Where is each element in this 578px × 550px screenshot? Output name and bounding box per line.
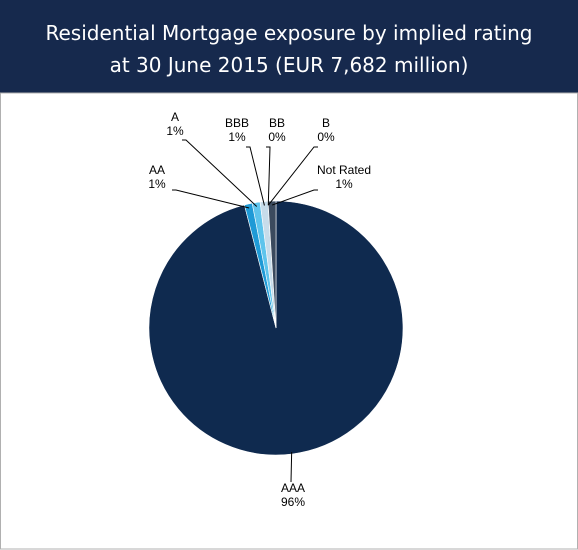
header-band bbox=[0, 0, 578, 93]
leader-line bbox=[267, 146, 318, 206]
leader-line bbox=[182, 139, 258, 207]
chart-title: Residential Mortgage exposure by implied… bbox=[46, 21, 533, 45]
slice-value-label: 1% bbox=[148, 177, 166, 191]
slice-value-label: 0% bbox=[317, 130, 335, 144]
leader-line bbox=[172, 189, 250, 209]
slice-value-label: 1% bbox=[335, 177, 353, 191]
slice-label: AA bbox=[149, 163, 165, 177]
slice-value-label: 1% bbox=[228, 130, 246, 144]
leader-line bbox=[290, 452, 293, 483]
chart-title: at 30 June 2015 (EUR 7,682 million) bbox=[110, 53, 469, 77]
slice-label: B bbox=[322, 116, 330, 130]
leader-line bbox=[246, 146, 265, 206]
slice-label: Not Rated bbox=[317, 163, 371, 177]
slice-label: A bbox=[171, 110, 179, 124]
slice-value-label: 96% bbox=[281, 495, 305, 509]
slice-label: BB bbox=[269, 116, 285, 130]
slice-label: BBB bbox=[225, 116, 249, 130]
leader-line bbox=[266, 146, 271, 206]
slice-label: AAA bbox=[281, 481, 305, 495]
leader-line bbox=[271, 189, 318, 206]
slice-value-label: 1% bbox=[166, 124, 184, 138]
slice-value-label: 0% bbox=[268, 130, 286, 144]
